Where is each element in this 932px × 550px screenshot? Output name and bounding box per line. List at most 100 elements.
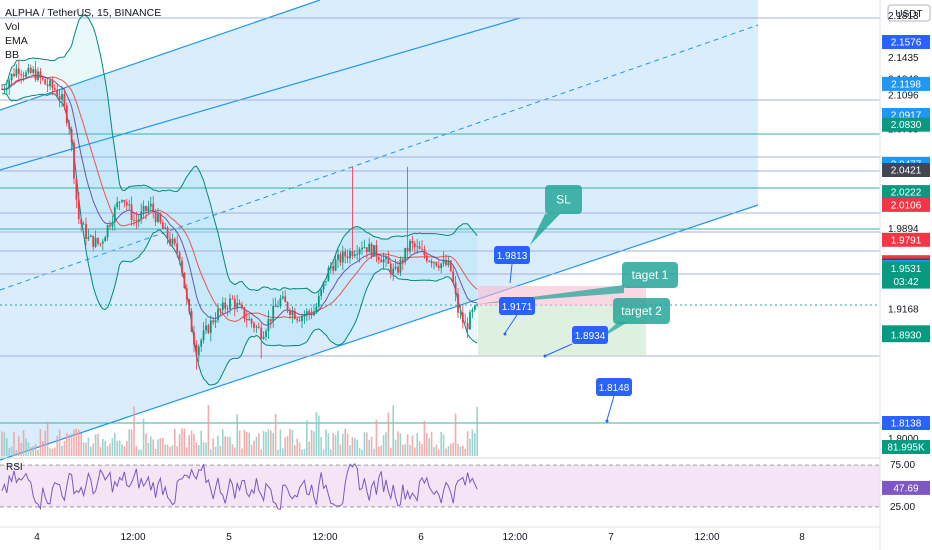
volume-bar — [253, 440, 255, 456]
currency-label: USDT — [895, 9, 922, 20]
candle-body — [377, 256, 380, 260]
candle-body — [421, 249, 423, 250]
volume-bar — [435, 444, 438, 456]
candle-body — [149, 203, 152, 207]
volume-bar — [274, 413, 277, 456]
time-tick-label: 12:00 — [120, 532, 145, 543]
candle-body — [389, 263, 392, 274]
price-tick-label: 2.1096 — [888, 91, 919, 102]
candle-body — [329, 266, 332, 269]
candle-body — [344, 251, 347, 257]
candle-body — [274, 305, 277, 307]
candle-body — [46, 84, 49, 87]
candle-body — [430, 261, 433, 264]
volume-bar — [217, 435, 219, 456]
price-badge-box — [882, 328, 930, 343]
label-1-9813-box — [494, 246, 530, 264]
candle-body — [61, 94, 63, 100]
volume-bar — [80, 433, 82, 456]
candle-body — [322, 282, 325, 290]
volume-bar — [330, 449, 332, 456]
candle-body — [34, 69, 37, 80]
candle-body — [82, 223, 85, 225]
indicator-ema[interactable]: EMA — [5, 35, 28, 47]
volume-bar — [121, 444, 123, 456]
volume-bar — [8, 447, 10, 456]
candle-body — [92, 235, 95, 247]
candle-body — [154, 212, 157, 222]
label-1-8148-box — [596, 378, 632, 396]
rsi-line — [1, 462, 478, 511]
volume-bar — [207, 405, 210, 456]
price-badge-box — [882, 117, 930, 132]
volume-bar — [44, 430, 46, 456]
indicator-vol[interactable]: Vol — [5, 21, 20, 33]
volume-bar — [332, 433, 334, 456]
candle-body — [406, 247, 409, 252]
candle-body — [293, 310, 296, 319]
volume-bar — [318, 415, 320, 456]
candle-body — [142, 206, 145, 212]
candle-body — [58, 96, 61, 100]
volume-bar — [138, 449, 140, 456]
volume-bar — [370, 436, 373, 456]
candle-body — [181, 260, 183, 273]
volume-bar — [296, 438, 298, 456]
volume-bar — [457, 443, 459, 456]
rsi-current-badge-box — [882, 480, 930, 495]
volume-bar — [265, 432, 267, 456]
label-1-8934-leader — [544, 343, 573, 357]
candle-body — [363, 247, 366, 248]
volume-bar — [430, 431, 433, 456]
label-1-8934-text: 1.8934 — [575, 331, 606, 342]
volume-bar — [351, 437, 354, 456]
candle-body — [257, 326, 260, 328]
label-1-9171-text: 1.9171 — [502, 302, 533, 313]
volume-bar — [130, 429, 133, 456]
indicator-bb[interactable]: BB — [5, 49, 20, 61]
volume-bar — [13, 432, 15, 456]
candle-body — [178, 252, 181, 261]
volume-bar — [246, 431, 248, 456]
candle-body — [281, 296, 284, 299]
volume-bar — [291, 430, 294, 456]
candle-body — [423, 249, 426, 256]
candle-body — [385, 257, 387, 260]
time-tick-label: 12:00 — [694, 532, 719, 543]
volume-bar — [171, 445, 174, 456]
candle-body — [461, 312, 464, 323]
volume-bar — [426, 433, 428, 456]
volume-bar — [224, 436, 226, 456]
label-1-9171-box — [499, 297, 535, 315]
volume-bar — [442, 434, 445, 456]
volume-bar — [231, 444, 234, 456]
candle-body — [56, 89, 59, 97]
candle-body — [241, 304, 243, 308]
channel-inner-line — [0, 17, 521, 171]
volume-bar — [210, 449, 212, 456]
volume-bar — [250, 444, 253, 456]
candle-body — [51, 80, 54, 88]
volume-bar — [385, 432, 387, 456]
candle-body — [236, 303, 239, 309]
volume-bar — [90, 446, 92, 456]
volume-bar — [363, 432, 366, 456]
volume-bar — [32, 446, 34, 456]
candle-body — [104, 237, 107, 242]
candle-body — [250, 319, 253, 324]
bollinger-basis — [2, 75, 478, 322]
time-tick-label: 6 — [418, 532, 424, 543]
label-1-9171-leader — [504, 314, 518, 334]
volume-bar — [378, 446, 380, 456]
volume-bar — [334, 434, 337, 456]
time-tick-label: 4 — [34, 532, 40, 543]
volume-bar — [272, 433, 274, 456]
candle-body — [289, 310, 291, 315]
candle-body — [428, 261, 431, 262]
candle-body — [80, 219, 83, 225]
label-1-8148-text: 1.8148 — [599, 383, 630, 394]
candle-body — [161, 222, 164, 229]
time-tick-label: 8 — [799, 532, 805, 543]
